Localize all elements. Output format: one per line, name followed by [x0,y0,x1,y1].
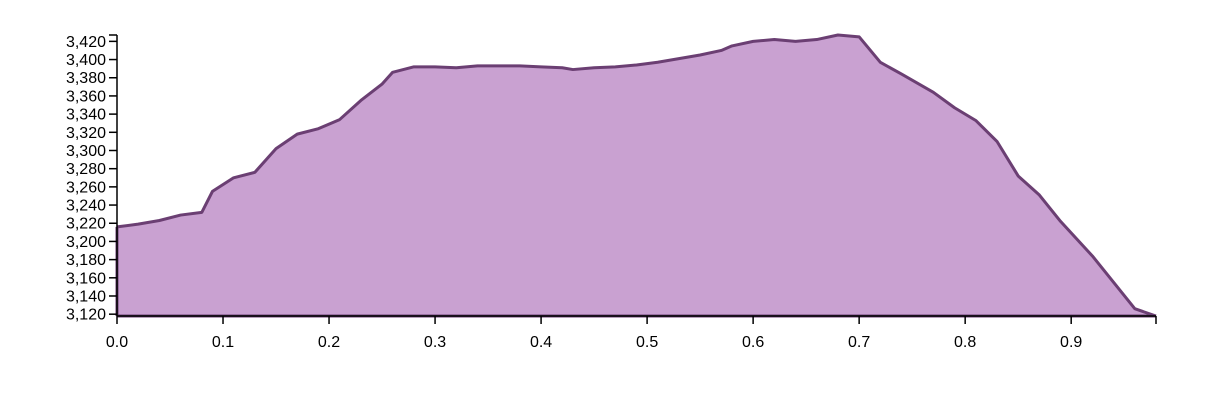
x-tick-label: 0.3 [424,334,446,351]
x-tick-label: 0.6 [742,334,764,351]
x-tick-label: 0.4 [530,334,552,351]
y-tick-label: 3,320 [66,125,106,142]
y-tick-label: 3,300 [66,143,106,160]
y-tick-label: 3,220 [66,216,106,233]
y-tick-label: 3,140 [66,288,106,305]
y-tick-label: 3,120 [66,307,106,324]
area-fill [117,35,1156,316]
x-tick-label: 0.2 [318,334,340,351]
y-tick-label: 3,400 [66,52,106,69]
y-tick-label: 3,420 [66,34,106,51]
plot-area [115,33,1157,318]
x-tick-label: 0.7 [848,334,870,351]
y-tick-label: 3,380 [66,70,106,87]
y-tick-label: 3,240 [66,198,106,215]
x-tick-label: 0.1 [212,334,234,351]
x-tick-label: 0.8 [954,334,976,351]
y-tick-label: 3,260 [66,179,106,196]
y-tick-label: 3,180 [66,252,106,269]
area-line [116,33,1157,318]
x-tick-label: 0.5 [636,334,658,351]
y-tick-label: 3,200 [66,234,106,251]
x-axis: 0.0 0.1 0.2 0.3 0.4 0.5 0.6 0.7 0.8 0.9 [106,315,1157,351]
y-tick-label: 3,340 [66,107,106,124]
y-tick-label: 3,360 [66,88,106,105]
x-tick-label: 0.9 [1060,334,1082,351]
y-tick-label: 3,160 [66,270,106,287]
x-tick-label: 0.0 [106,334,128,351]
y-tick-label: 3,280 [66,161,106,178]
